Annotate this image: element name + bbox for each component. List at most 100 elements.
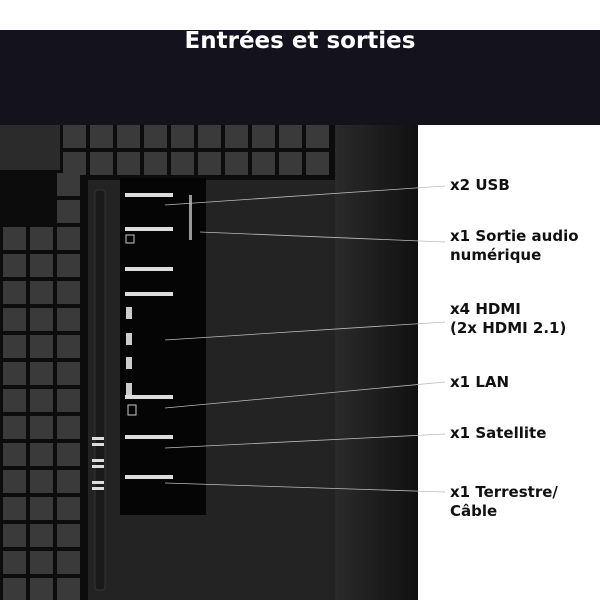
- vent-tile: [30, 281, 53, 304]
- leader-line: [164, 185, 446, 206]
- connector-label-line: numérique: [450, 246, 542, 264]
- vent-tile: [144, 125, 167, 148]
- vent-tile: [57, 416, 80, 439]
- connector-label-line: x1 Satellite: [450, 424, 547, 442]
- connector-label-line: Câble: [450, 502, 498, 520]
- vent-tile: [57, 497, 80, 520]
- leader-lines: [164, 185, 446, 493]
- vent-tile: [279, 125, 302, 148]
- vent-tile: [57, 281, 80, 304]
- vent-tile: [225, 152, 248, 175]
- connector-label: x4 HDMI (2x HDMI 2.1): [450, 300, 566, 338]
- panel-markings: [125, 193, 192, 479]
- hdmi-logo: [189, 195, 192, 240]
- vent-tile: [57, 524, 80, 547]
- connector-label: x1 Terrestre/Câble: [450, 483, 558, 521]
- connector-label: x2 USB: [450, 176, 510, 195]
- vent-tile: [90, 152, 113, 175]
- vent-tile: [57, 362, 80, 385]
- vent-tile: [3, 578, 26, 600]
- vent-tile: [117, 152, 140, 175]
- vent-tile: [252, 152, 275, 175]
- vent-tile: [57, 578, 80, 600]
- vent-tile: [3, 497, 26, 520]
- port-label-bar: [125, 267, 173, 271]
- side-housing: [335, 125, 418, 600]
- vent-tile: [117, 125, 140, 148]
- vent-tile: [30, 335, 53, 358]
- port-label-bar: [125, 193, 173, 197]
- port-label-bar: [125, 475, 173, 479]
- vent-tile: [30, 497, 53, 520]
- page-title: Entrées et sorties: [184, 28, 416, 54]
- vent-tile: [30, 416, 53, 439]
- connector-label-line: (2x HDMI 2.1): [450, 319, 567, 337]
- port-label-bar: [125, 227, 173, 231]
- vent-tile: [30, 254, 53, 277]
- connector-label-line: x4 HDMI: [450, 300, 521, 318]
- title-banner: [0, 30, 600, 125]
- vent-tile: [198, 125, 221, 148]
- hdmi-port: [126, 383, 132, 395]
- vent-tile: [30, 578, 53, 600]
- vent-tile: [3, 254, 26, 277]
- leader-line: [199, 231, 446, 243]
- vent-tile: [57, 389, 80, 412]
- vent-tile: [90, 125, 113, 148]
- connector-label-line: x2 USB: [450, 176, 510, 194]
- connector-label-line: x1 Terrestre/: [450, 483, 558, 501]
- vent-tile: [57, 173, 80, 196]
- vent-tile: [198, 152, 221, 175]
- connector-label: x1 Sortie audio numérique: [450, 227, 579, 265]
- vent-tile: [3, 335, 26, 358]
- vent-grid: [3, 125, 329, 600]
- port-label-bar: [125, 292, 173, 296]
- vent-tile: [171, 152, 194, 175]
- vent-tile: [3, 227, 26, 250]
- connector-label: x1 LAN: [450, 373, 509, 392]
- vent-tile: [3, 416, 26, 439]
- vent-tile: [3, 281, 26, 304]
- vent-tile: [3, 443, 26, 466]
- port-label-bar: [125, 435, 173, 439]
- leader-line: [164, 433, 446, 449]
- vent-tile: [57, 200, 80, 223]
- vent-tile: [3, 389, 26, 412]
- vent-tile: [279, 152, 302, 175]
- vent-tile: [30, 551, 53, 574]
- vent-tile: [30, 389, 53, 412]
- tv-back-panel-photo: [0, 125, 446, 600]
- vent-tile: [3, 551, 26, 574]
- vent-tile: [3, 362, 26, 385]
- vent-tile: [171, 125, 194, 148]
- vent-tile: [57, 551, 80, 574]
- lan-port: [127, 404, 137, 416]
- vent-tile: [30, 470, 53, 493]
- leader-line: [164, 321, 446, 341]
- vent-tile: [30, 362, 53, 385]
- vent-tile: [57, 335, 80, 358]
- port-label-bar: [125, 395, 173, 399]
- connector-label-line: x1 Sortie audio: [450, 227, 579, 245]
- vent-tile: [63, 125, 86, 148]
- vent-tile: [306, 125, 329, 148]
- vent-tile: [30, 308, 53, 331]
- optical-port: [125, 234, 135, 244]
- vent-tile: [144, 152, 167, 175]
- leader-line: [164, 482, 446, 493]
- leader-line: [164, 381, 446, 409]
- vent-tile: [225, 125, 248, 148]
- side-connectors: [92, 437, 104, 490]
- vent-tile: [306, 152, 329, 175]
- vent-tile: [30, 227, 53, 250]
- vent-tile: [57, 227, 80, 250]
- hdmi-port: [126, 307, 132, 319]
- hdmi-port: [126, 333, 132, 345]
- vent-tile: [57, 470, 80, 493]
- vent-tile: [3, 470, 26, 493]
- vent-tile: [63, 152, 86, 175]
- vent-tile: [3, 524, 26, 547]
- vent-tile: [57, 254, 80, 277]
- connector-label: x1 Satellite: [450, 424, 546, 443]
- hdmi-port: [126, 357, 132, 369]
